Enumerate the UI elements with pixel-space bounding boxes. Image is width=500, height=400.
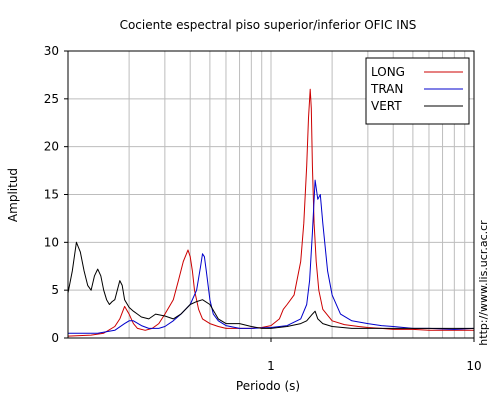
legend-label-vert: VERT: [371, 99, 402, 113]
y-tick-label: 25: [44, 92, 59, 106]
legend-box: [365, 57, 470, 125]
series-line-vert: [67, 241, 474, 329]
y-tick-label: 0: [51, 331, 59, 345]
y-tick-label: 5: [51, 283, 59, 297]
y-tick-label: 20: [44, 140, 59, 154]
x-axis-ticks: 1 10: [267, 338, 482, 373]
chart-title: Cociente espectral piso superior/inferio…: [120, 18, 417, 32]
legend-label-tran: TRAN: [370, 82, 403, 96]
x-tick-label: 10: [466, 359, 481, 373]
legend-label-long: LONG: [371, 65, 405, 79]
x-tick-label: 1: [267, 359, 275, 373]
x-axis-label: Periodo (s): [236, 379, 300, 393]
y-axis-label: Amplitud: [6, 168, 20, 222]
y-axis-ticks: 0 5 10 15 20 25 30: [44, 44, 68, 345]
source-url-label: http://www.lis.ucr.ac.cr: [477, 220, 490, 346]
series-lines: [67, 88, 475, 337]
y-tick-label: 30: [44, 44, 59, 58]
series-line-tran: [68, 179, 475, 334]
y-tick-label: 10: [44, 235, 59, 249]
legend: LONG TRAN VERT: [365, 57, 470, 125]
y-tick-label: 15: [44, 188, 59, 202]
